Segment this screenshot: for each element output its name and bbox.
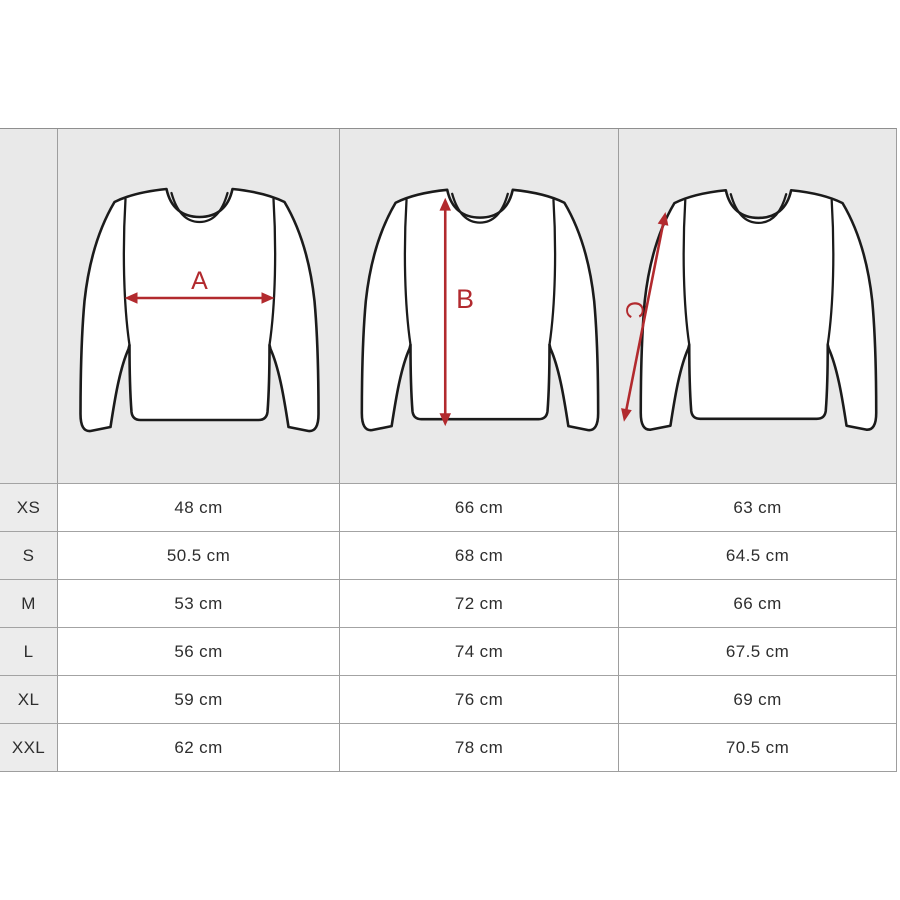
measure-arrow-c: C [620,212,669,422]
measure-arrow-b: B [439,197,474,427]
measure-label-c: C [620,301,648,320]
cell-m-c: 66 cm [618,579,896,627]
sweater-front-length-icon: B [360,188,600,432]
cell-xl-c: 69 cm [618,675,896,723]
cell-l-b: 74 cm [339,627,618,675]
sweater-icon [360,188,600,432]
size-label-xs: XS [0,483,57,531]
sweater-icon [639,188,878,431]
cell-xl-b: 76 cm [339,675,618,723]
sweater-icon [79,187,320,433]
size-label-s: S [0,531,57,579]
cell-m-b: 72 cm [339,579,618,627]
size-label-l: L [0,627,57,675]
size-label-m: M [0,579,57,627]
measure-label-a: A [191,267,208,295]
diagram-panel-chest-width: A [57,129,339,483]
size-label-xxl: XXL [0,723,57,771]
cell-xs-a: 48 cm [57,483,339,531]
cell-xl-a: 59 cm [57,675,339,723]
cell-xs-b: 66 cm [339,483,618,531]
cell-s-a: 50.5 cm [57,531,339,579]
sweater-front-width-icon: A [79,187,320,433]
sweater-front-sleeve-icon: C [620,188,878,431]
cell-m-a: 53 cm [57,579,339,627]
corner-cell [0,129,57,483]
measure-arrow-a: A [124,267,275,304]
cell-s-c: 64.5 cm [618,531,896,579]
size-label-xl: XL [0,675,57,723]
cell-l-c: 67.5 cm [618,627,896,675]
cell-l-a: 56 cm [57,627,339,675]
diagram-panel-body-length: B [339,129,618,483]
diagram-panel-sleeve-length: C [618,129,896,483]
cell-s-b: 68 cm [339,531,618,579]
cell-xxl-a: 62 cm [57,723,339,771]
measure-label-b: B [456,284,474,314]
cell-xs-c: 63 cm [618,483,896,531]
size-chart-table: A B C [0,128,897,772]
cell-xxl-b: 78 cm [339,723,618,771]
cell-xxl-c: 70.5 cm [618,723,896,771]
